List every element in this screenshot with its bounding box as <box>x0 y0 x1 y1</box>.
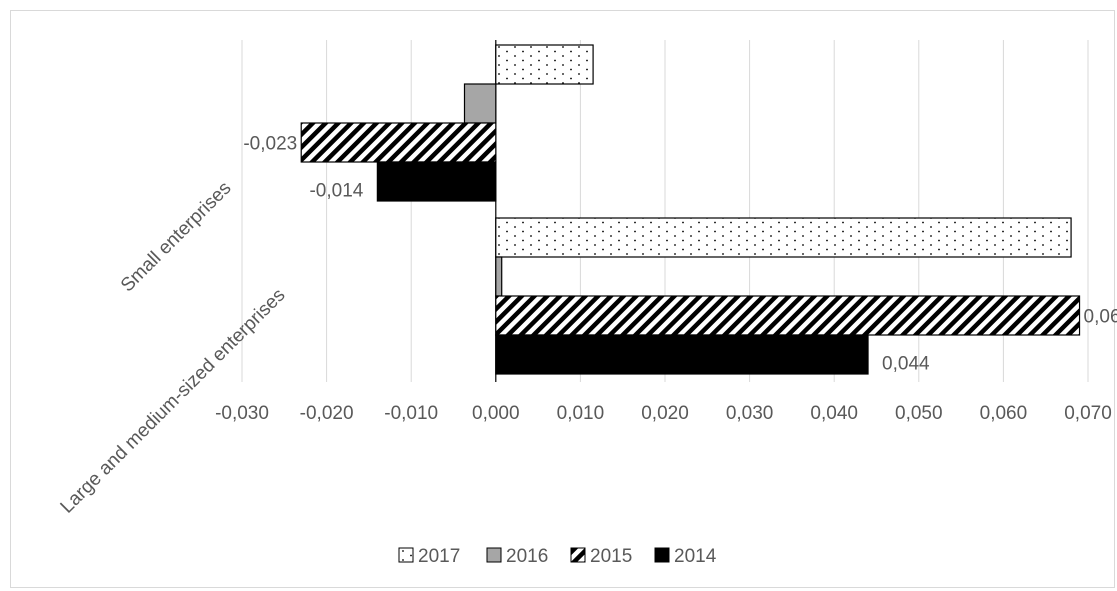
bar-2014-small <box>376 161 497 202</box>
bar-2016-large-medium <box>495 256 503 297</box>
legend-swatch-2014 <box>654 547 670 563</box>
data-label: 0,069 <box>1084 307 1117 328</box>
x-tick-label: 0,030 <box>726 403 774 424</box>
data-label: -0,023 <box>243 134 297 155</box>
bar-2017-large-medium <box>495 217 1072 258</box>
x-tick-label: 0,000 <box>472 403 520 424</box>
bar-2015-small <box>300 122 497 163</box>
x-tick-label: 0,070 <box>1064 403 1112 424</box>
legend-swatch-2017 <box>398 547 414 563</box>
bar-2015-large-medium <box>495 295 1081 336</box>
x-tick-label: -0,010 <box>384 403 438 424</box>
bar-2017-small <box>495 44 594 85</box>
x-tick-label: 0,050 <box>895 403 943 424</box>
bar-2016-small <box>463 83 497 124</box>
legend-label-2017: 2017 <box>418 546 460 567</box>
x-tick-label: -0,020 <box>300 403 354 424</box>
x-tick-label: 0,060 <box>980 403 1028 424</box>
data-label: -0,014 <box>309 181 363 202</box>
data-label: 0,044 <box>882 354 930 375</box>
bar-2014-large-medium <box>495 334 869 375</box>
legend-label-2016: 2016 <box>506 546 548 567</box>
legend-label-2015: 2015 <box>590 546 632 567</box>
x-tick-label: 0,040 <box>810 403 858 424</box>
x-tick-label: 0,020 <box>641 403 689 424</box>
x-tick-label: -0,030 <box>215 403 269 424</box>
legend-swatch-2016 <box>486 547 502 563</box>
legend-swatch-2015 <box>570 547 586 563</box>
category-label-large-medium: Large and medium-sized enterprises <box>57 285 290 518</box>
x-tick-label: 0,010 <box>557 403 605 424</box>
category-label-small: Small enterprises <box>117 178 236 297</box>
legend-label-2014: 2014 <box>674 546 717 567</box>
